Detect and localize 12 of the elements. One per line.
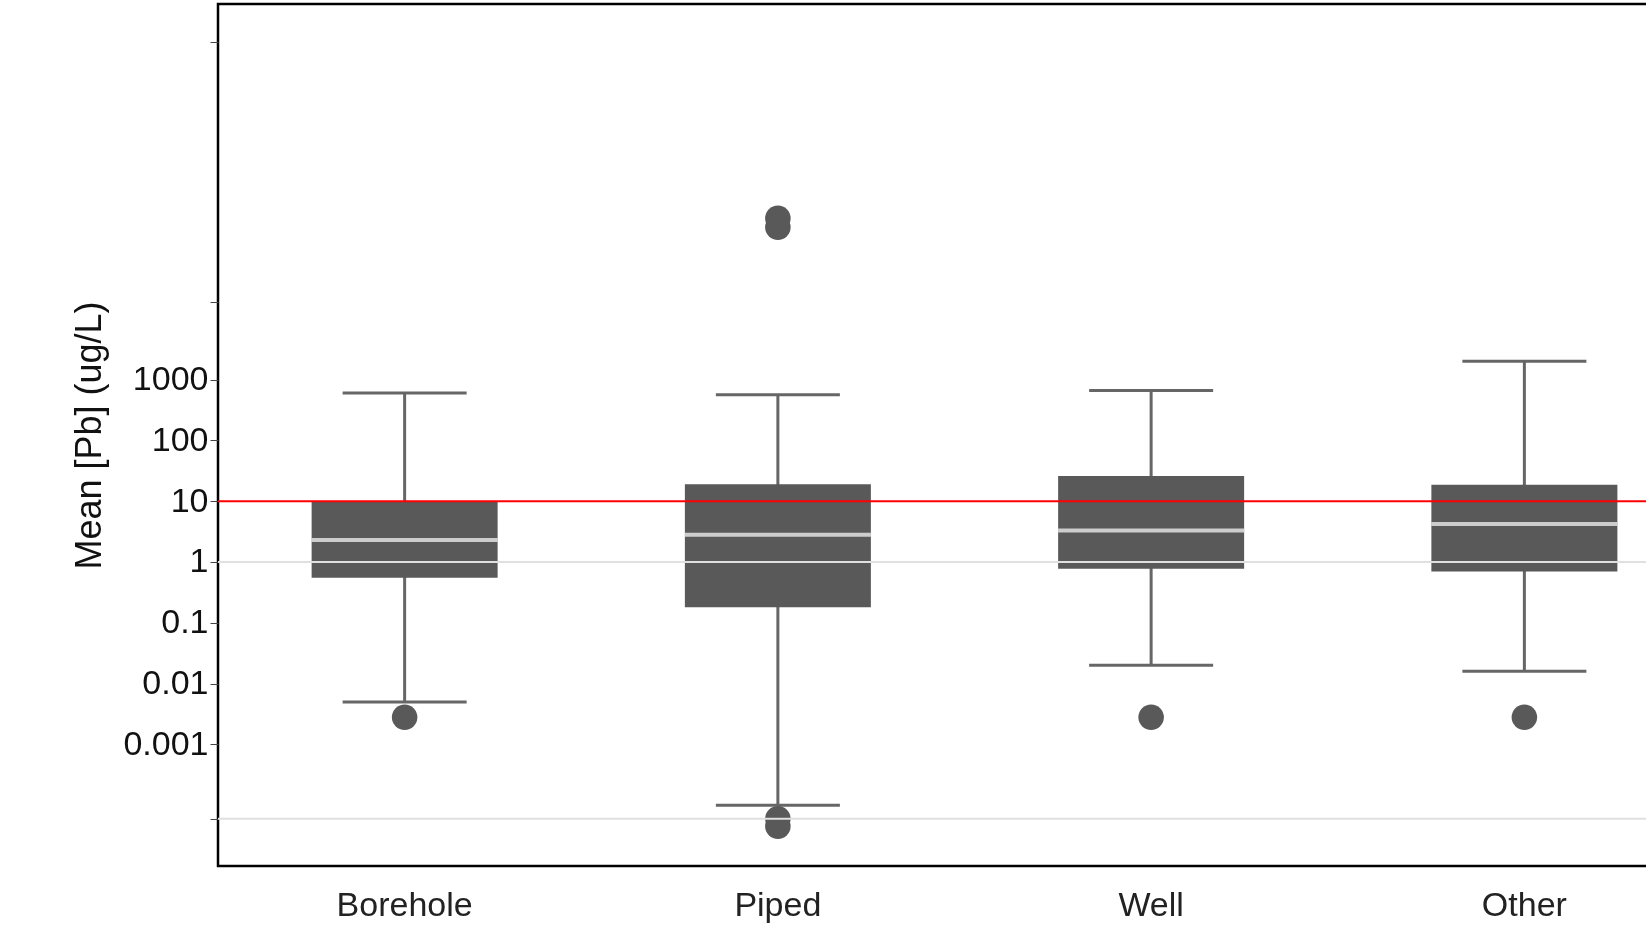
x-tick-label: Other xyxy=(1481,884,1567,923)
y-tick-label: 0.1 xyxy=(161,602,209,641)
x-tick-label: Piped xyxy=(734,884,822,923)
y-tick-label: 10 xyxy=(170,480,209,519)
y-tick-label: 1000 xyxy=(132,359,209,398)
x-tick-label: Well xyxy=(1118,884,1184,923)
y-tick-label: 100 xyxy=(151,419,209,458)
y-tick-label: 0.001 xyxy=(123,723,209,762)
y-tick-label: 0.01 xyxy=(142,663,209,702)
y-tick-label: 1 xyxy=(189,541,209,580)
x-tick-label: Borehole xyxy=(336,884,473,923)
y-axis-title: Mean [Pb] (ug/L) xyxy=(68,301,110,570)
